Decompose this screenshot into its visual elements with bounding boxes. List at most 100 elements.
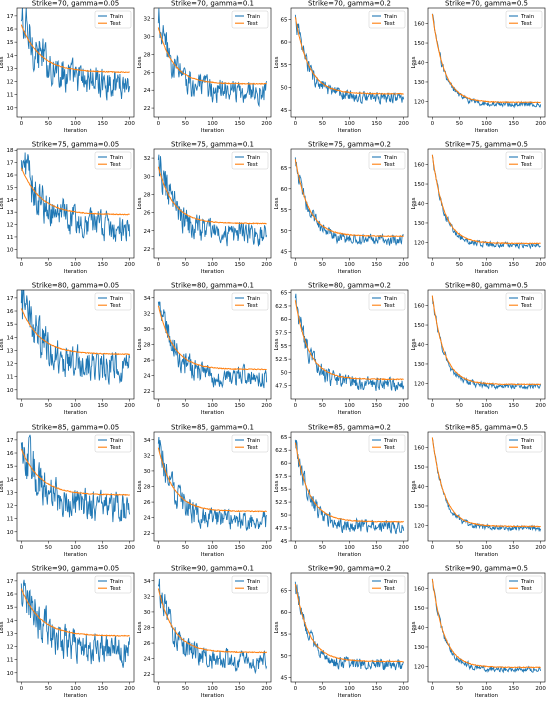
- x-tick-label: 100: [344, 545, 355, 551]
- x-tick-label: 150: [508, 545, 519, 551]
- legend-test-label: Test: [109, 445, 122, 451]
- test-series-line: [20, 448, 131, 496]
- legend-train-label: Train: [246, 155, 261, 161]
- subplot-title: Strike=75, gamma=0.05: [32, 141, 119, 149]
- legend-train-label: Train: [520, 14, 535, 20]
- x-tick-label: 50: [319, 686, 326, 692]
- y-tick-label: 130: [414, 362, 425, 368]
- x-tick-label: 100: [70, 262, 81, 268]
- subplot-title: Strike=70, gamma=0.2: [308, 0, 391, 8]
- subplot-title: Strike=85, gamma=0.05: [32, 424, 119, 432]
- x-tick-label: 150: [234, 121, 245, 127]
- x-tick-label: 200: [535, 403, 546, 409]
- x-tick-label: 100: [344, 403, 355, 409]
- y-tick-label: 32: [144, 17, 151, 23]
- subplot: Strike=90, gamma=0.1 0 50 100 150 200 22 24 26 28…: [137, 565, 272, 700]
- y-tick-label: 34: [144, 296, 151, 302]
- x-tick-label: 150: [508, 403, 519, 409]
- y-tick-label: 160: [414, 587, 425, 593]
- train-series-line: [157, 154, 268, 247]
- y-tick-label: 120: [414, 240, 425, 246]
- legend-train-label: Train: [520, 579, 535, 585]
- x-axis-label: Iteration: [475, 552, 499, 558]
- x-tick-label: 50: [456, 262, 463, 268]
- x-tick-label: 150: [508, 686, 519, 692]
- train-series-line: [20, 290, 131, 385]
- y-axis-label: Loss: [274, 197, 280, 209]
- y-tick-label: 30: [144, 610, 151, 616]
- legend-test-label: Test: [109, 303, 122, 309]
- subplot: Strike=90, gamma=0.05 0 50 100 150 200 10 11 12 1…: [0, 565, 135, 700]
- legend-test-label: Test: [383, 303, 396, 309]
- x-axis-label: Iteration: [475, 693, 499, 699]
- y-tick-label: 55: [281, 208, 288, 214]
- y-axis-label: Loss: [0, 480, 5, 492]
- train-series-line: [157, 437, 268, 531]
- x-tick-label: 200: [124, 403, 135, 409]
- x-tick-label: 50: [319, 403, 326, 409]
- y-tick-label: 13: [7, 490, 14, 496]
- y-tick-label: 60: [281, 461, 288, 467]
- x-tick-label: 0: [431, 403, 435, 409]
- y-tick-label: 17: [7, 438, 14, 444]
- y-axis-label: Loss: [274, 480, 280, 492]
- x-axis-label: Iteration: [64, 128, 88, 134]
- y-tick-label: 13: [7, 631, 14, 637]
- legend-train-label: Train: [520, 438, 535, 444]
- x-tick-label: 0: [20, 403, 24, 409]
- y-tick-label: 14: [7, 53, 14, 59]
- y-tick-label: 11: [7, 658, 14, 664]
- y-tick-label: 15: [7, 464, 14, 470]
- y-tick-label: 13: [7, 348, 14, 354]
- legend-train-label: Train: [246, 14, 261, 20]
- subplot: Strike=75, gamma=0.2 0 50 100 150 200 45 50 55 60…: [274, 141, 409, 276]
- y-tick-label: 140: [414, 343, 425, 349]
- x-axis-label: Iteration: [201, 269, 225, 275]
- x-axis-label: Iteration: [338, 693, 362, 699]
- y-tick-label: 16: [7, 309, 14, 315]
- subplot: Strike=80, gamma=0.1 0 50 100 150 200 22 24 26 28…: [137, 282, 272, 417]
- x-tick-label: 100: [481, 545, 492, 551]
- y-tick-label: 120: [414, 99, 425, 105]
- y-tick-label: 47.5: [275, 526, 288, 532]
- y-tick-label: 160: [414, 304, 425, 310]
- y-tick-label: 50: [281, 85, 288, 91]
- test-series-line: [294, 16, 404, 95]
- legend-test-label: Test: [109, 586, 122, 592]
- legend-train-label: Train: [383, 438, 398, 444]
- test-series-line: [431, 13, 541, 104]
- y-tick-label: 60: [281, 317, 288, 323]
- y-tick-label: 150: [414, 182, 425, 188]
- x-axis-label: Iteration: [475, 410, 499, 416]
- subplot-title: Strike=80, gamma=0.2: [308, 282, 391, 290]
- legend-test-label: Test: [246, 586, 259, 592]
- y-tick-label: 28: [144, 626, 151, 632]
- subplot: Strike=75, gamma=0.5 0 50 100 150 200 120 130 14…: [411, 141, 546, 276]
- legend-train-label: Train: [246, 438, 261, 444]
- legend-train-label: Train: [383, 155, 398, 161]
- y-tick-label: 140: [414, 485, 425, 491]
- x-tick-label: 150: [234, 686, 245, 692]
- subplot: Strike=70, gamma=0.2 0 50 100 150 200 45 50 55 60…: [274, 0, 409, 134]
- y-tick-label: 60: [281, 40, 288, 46]
- y-tick-label: 16: [7, 451, 14, 457]
- x-tick-label: 50: [45, 121, 52, 127]
- x-tick-label: 50: [319, 121, 326, 127]
- x-axis-label: Iteration: [64, 269, 88, 275]
- legend-test-label: Test: [383, 21, 396, 27]
- x-tick-label: 100: [207, 262, 218, 268]
- y-tick-label: 24: [144, 229, 151, 235]
- x-tick-label: 200: [535, 262, 546, 268]
- y-tick-label: 13: [7, 66, 14, 72]
- legend-train-label: Train: [520, 296, 535, 302]
- x-tick-label: 100: [207, 121, 218, 127]
- y-tick-label: 24: [144, 516, 151, 522]
- x-tick-label: 100: [70, 545, 81, 551]
- x-tick-label: 50: [45, 262, 52, 268]
- legend-test-label: Test: [109, 21, 122, 27]
- x-axis-label: Iteration: [64, 552, 88, 558]
